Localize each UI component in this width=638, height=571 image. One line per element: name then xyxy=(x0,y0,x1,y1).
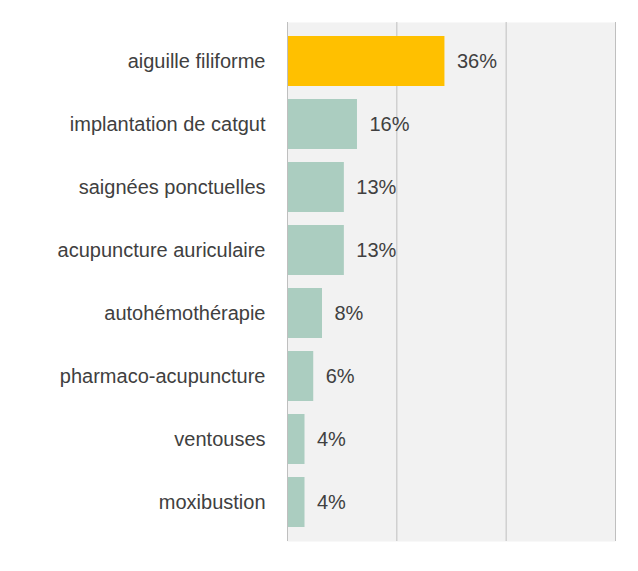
svg-text:36%: 36% xyxy=(457,50,497,72)
svg-text:4%: 4% xyxy=(317,428,346,450)
svg-text:13%: 13% xyxy=(356,239,396,261)
svg-text:implantation de catgut: implantation de catgut xyxy=(70,113,266,135)
svg-text:pharmaco-acupuncture: pharmaco-acupuncture xyxy=(60,365,266,387)
svg-text:autohémothérapie: autohémothérapie xyxy=(104,302,265,324)
svg-text:ventouses: ventouses xyxy=(174,428,265,450)
svg-text:moxibustion: moxibustion xyxy=(159,491,266,513)
svg-text:13%: 13% xyxy=(356,176,396,198)
svg-text:6%: 6% xyxy=(326,365,355,387)
svg-text:aiguille filiforme: aiguille filiforme xyxy=(128,50,266,72)
svg-text:8%: 8% xyxy=(334,302,363,324)
svg-text:acupuncture auriculaire: acupuncture auriculaire xyxy=(58,239,266,261)
svg-text:saignées ponctuelles: saignées ponctuelles xyxy=(79,176,266,198)
svg-text:16%: 16% xyxy=(369,113,409,135)
svg-text:4%: 4% xyxy=(317,491,346,513)
